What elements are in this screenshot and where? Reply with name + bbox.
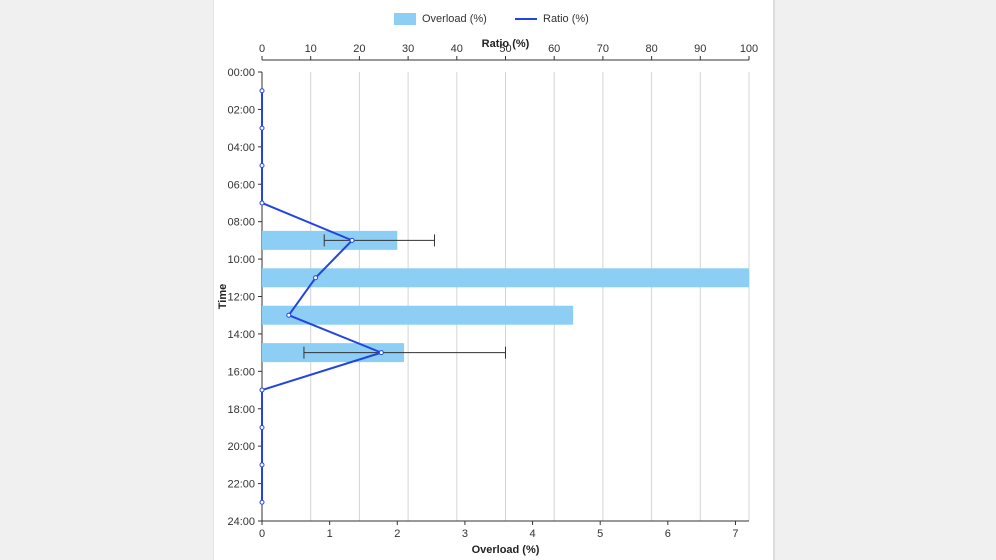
x-bottom-tick-label: 7	[732, 528, 738, 540]
y-tick-label: 22:00	[227, 479, 255, 491]
x-top-tick-label: 60	[548, 43, 560, 55]
y-tick-label: 18:00	[227, 404, 255, 416]
ratio-point	[259, 125, 265, 131]
ratio-point	[259, 163, 265, 169]
ratio-point	[259, 88, 265, 94]
ratio-point	[259, 424, 265, 430]
x-top-tick-label: 10	[305, 43, 317, 55]
x-top-tick-label: 100	[740, 43, 758, 55]
ratio-point	[378, 350, 384, 356]
ratio-point	[349, 237, 355, 243]
x-bottom-tick-label: 5	[597, 528, 603, 540]
x-top-tick-label: 20	[353, 43, 365, 55]
y-tick-label: 02:00	[227, 104, 255, 116]
ratio-point	[259, 200, 265, 206]
ratio-line	[261, 90, 383, 503]
y-tick-label: 24:00	[227, 516, 255, 528]
y-tick-label: 06:00	[227, 179, 255, 191]
chart-svg: 00:00 02:00 04:00 06:00 08:00 10:00 12:00 14:00…	[217, 38, 758, 556]
legend-item-overload[interactable]: Overload (%)	[394, 13, 487, 25]
y-tick-label: 20:00	[227, 441, 255, 453]
chart-panel: Overload (%) Ratio (%) 00:00 02:00 04:00 06…	[213, 0, 775, 560]
x-bottom-tick-label: 2	[394, 528, 400, 540]
y-tick-label: 00:00	[227, 67, 255, 79]
x-bottom-tick-label: 6	[665, 528, 671, 540]
ratio-point	[286, 312, 292, 318]
ratio-point	[259, 462, 265, 468]
bar	[262, 268, 749, 288]
legend-line-swatch	[515, 18, 537, 20]
ratio-point	[313, 275, 319, 281]
y-tick-label: 12:00	[227, 292, 255, 304]
x-top-tick-label: 50	[499, 43, 511, 55]
y-tick-label: 16:00	[227, 366, 255, 378]
y-tick-label: 10:00	[227, 254, 255, 266]
x-top-tick-label: 40	[451, 43, 463, 55]
y-tick-label: 08:00	[227, 217, 255, 229]
x-bottom-tick-label: 4	[529, 528, 535, 540]
x-top-tick-label: 90	[694, 43, 706, 55]
x-bottom-tick-label: 1	[327, 528, 333, 540]
x-bottom-tick-label: 3	[462, 528, 468, 540]
legend-label-ratio: Ratio (%)	[543, 13, 589, 25]
ratio-point	[259, 499, 265, 505]
x-top-tick-label: 80	[645, 43, 657, 55]
bar	[262, 305, 574, 325]
legend-label-overload: Overload (%)	[422, 13, 487, 25]
x-top-tick-label: 30	[402, 43, 414, 55]
x-bottom-axis-title: Overload (%)	[472, 544, 540, 556]
x-top-axis-title: Ratio (%)	[482, 38, 530, 50]
y-axis-title: Time	[217, 284, 229, 309]
x-top-tick-label: 70	[597, 43, 609, 55]
x-top-tick-label: 0	[259, 43, 265, 55]
legend-item-ratio[interactable]: Ratio (%)	[515, 13, 589, 25]
y-tick-label: 14:00	[227, 329, 255, 341]
y-tick-label: 04:00	[227, 142, 255, 154]
ratio-point	[259, 387, 265, 393]
legend-bar-swatch	[394, 13, 416, 25]
x-bottom-tick-label: 0	[259, 528, 265, 540]
